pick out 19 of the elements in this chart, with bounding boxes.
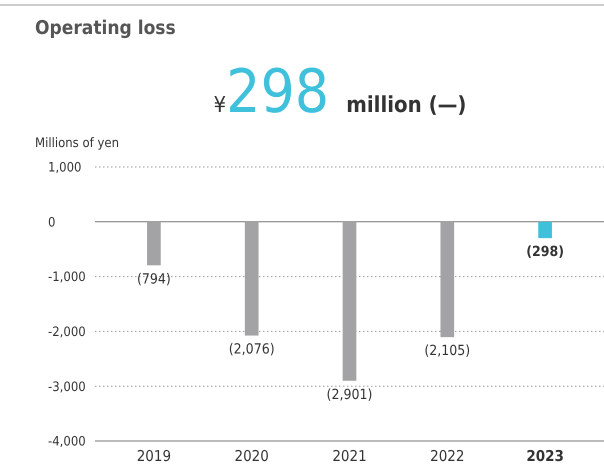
x-tick-label: 2020	[234, 447, 269, 465]
data-label: (794)	[136, 271, 171, 288]
x-tick-label: 2019	[136, 447, 172, 465]
y-axis-title: Millions of yen	[35, 136, 119, 151]
chart-subtitle: ¥298 million (—)	[214, 57, 466, 127]
y-tick-label: 0	[48, 215, 56, 230]
y-tick-label: -1,000	[48, 270, 86, 286]
chart-title: Operating loss	[35, 17, 176, 39]
x-tick-label: 2021	[332, 447, 367, 465]
y-tick-label: -2,000	[48, 324, 86, 340]
y-tick-label: 1,000	[48, 160, 82, 176]
data-label: (2,105)	[424, 343, 470, 360]
data-label: (2,901)	[326, 386, 372, 403]
y-tick-label: -3,000	[48, 380, 86, 395]
y-tick-label: -4,000	[48, 434, 86, 450]
data-label: (2,076)	[228, 342, 275, 358]
x-tick-label: 2022	[430, 447, 464, 465]
data-label: (298)	[526, 244, 564, 260]
x-tick-label: 2023	[526, 447, 564, 465]
